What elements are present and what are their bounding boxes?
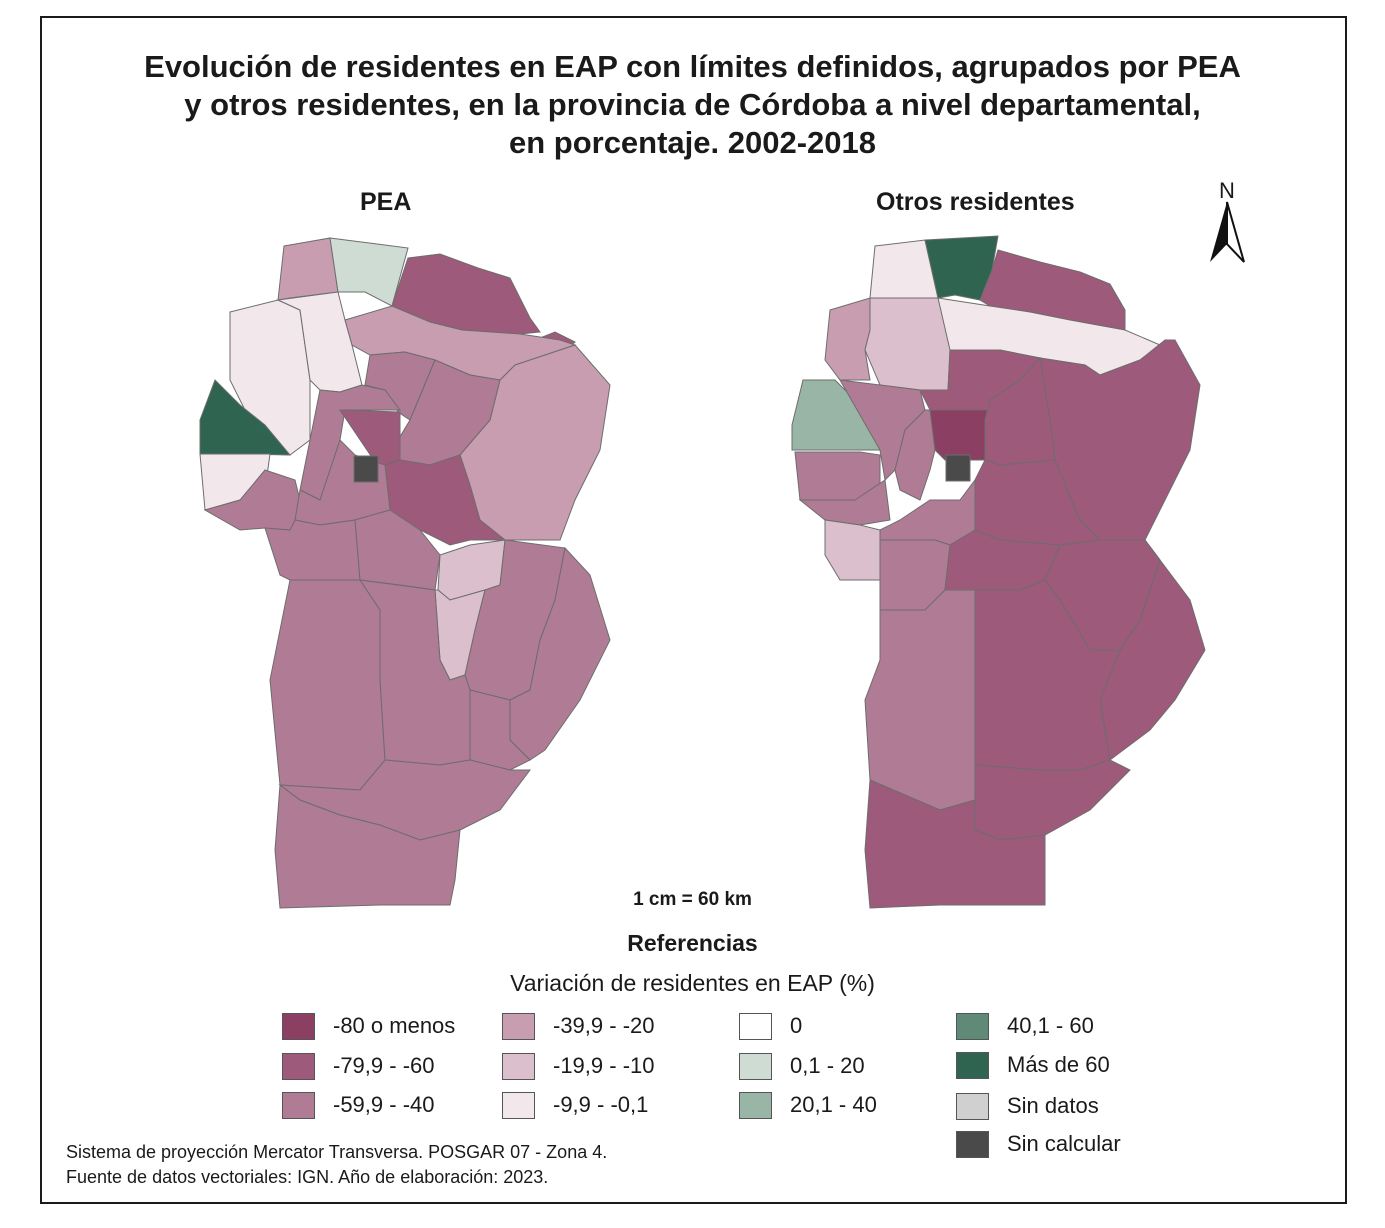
department-area (824, 519, 881, 581)
legend-label: -39,9 - -20 (553, 1013, 655, 1038)
legend-item: -80 o menos (282, 1011, 455, 1041)
map-frame (40, 16, 1347, 1204)
legend-swatch (956, 1130, 989, 1158)
legend-label: -79,9 - -60 (333, 1053, 435, 1078)
legend-item: -59,9 - -40 (282, 1090, 435, 1120)
department-area (864, 779, 1046, 909)
legend-swatch (282, 1052, 315, 1080)
legend-swatch (282, 1012, 315, 1040)
legend-swatch (739, 1091, 772, 1119)
legend-swatch (739, 1052, 772, 1080)
department-area (277, 237, 339, 301)
department-area (879, 478, 976, 546)
legend-swatch (739, 1012, 772, 1040)
legend-label: 0,1 - 20 (790, 1053, 865, 1078)
north-label: N (1219, 178, 1235, 203)
map-title: Evolución de residentes en EAP con límit… (0, 48, 1385, 162)
title-line-1: Evolución de residentes en EAP con límit… (144, 49, 1241, 84)
scale-label: 1 cm = 60 km (633, 889, 752, 910)
legend-label: -9,9 - -0,1 (553, 1092, 649, 1117)
legend-item: Sin calcular (956, 1129, 1121, 1159)
footer-line-1: Sistema de proyección Mercator Transvers… (66, 1142, 608, 1162)
legend-swatch (502, 1052, 535, 1080)
legend-swatch (502, 1012, 535, 1040)
department-area (974, 759, 1131, 841)
department-area (929, 409, 991, 461)
title-line-2: y otros residentes, en la provincia de C… (184, 87, 1201, 122)
legend-item: Sin datos (956, 1091, 1099, 1121)
legend-label: 20,1 - 40 (790, 1092, 877, 1117)
sin-calcular-area (945, 454, 971, 482)
title-line-3: en porcentaje. 2002-2018 (508, 125, 877, 160)
pea-map (199, 237, 611, 909)
legend-item: Más de 60 (956, 1050, 1110, 1080)
legend-label: 40,1 - 60 (1007, 1013, 1094, 1038)
footer-line-2: Fuente de datos vectoriales: IGN. Año de… (66, 1167, 549, 1187)
legend-label: Sin datos (1007, 1093, 1099, 1118)
legend-item: 0,1 - 20 (739, 1051, 865, 1081)
legend-label: -80 o menos (333, 1013, 456, 1038)
legend-label: 0 (790, 1013, 803, 1038)
legend-item: -79,9 - -60 (282, 1051, 435, 1081)
legend-title: Referencias (627, 930, 758, 956)
sin-calcular-area (353, 455, 379, 483)
legend-item: -9,9 - -0,1 (502, 1090, 648, 1120)
otros-map (791, 235, 1206, 909)
legend-swatch (956, 1012, 989, 1040)
department-area (894, 409, 936, 501)
legend-label: -59,9 - -40 (333, 1092, 435, 1117)
legend-swatch (956, 1092, 989, 1120)
department-area (864, 589, 976, 811)
pea-map-label: PEA (360, 188, 412, 216)
legend-item: 20,1 - 40 (739, 1090, 877, 1120)
department-area (274, 784, 461, 909)
legend-item: 40,1 - 60 (956, 1011, 1094, 1041)
legend-label: Sin calcular (1007, 1131, 1121, 1156)
department-area (791, 379, 881, 451)
north-arrow: N (1206, 178, 1248, 268)
legend-label: Más de 60 (1007, 1052, 1110, 1077)
legend-subtitle: Variación de residentes en EAP (%) (510, 970, 875, 996)
legend-swatch (502, 1091, 535, 1119)
legend-label: -19,9 - -10 (553, 1053, 655, 1078)
department-area (364, 351, 436, 421)
department-area (264, 519, 361, 581)
department-area (299, 384, 401, 501)
otros-map-label: Otros residentes (876, 188, 1075, 216)
legend-item: -39,9 - -20 (502, 1011, 655, 1041)
legend-item: -19,9 - -10 (502, 1051, 655, 1081)
north-arrow-icon (1210, 201, 1245, 263)
department-area (269, 579, 386, 791)
legend-swatch (282, 1091, 315, 1119)
footer: Sistema de proyección Mercator Transvers… (66, 1140, 607, 1190)
department-area (329, 237, 409, 307)
legend-swatch (956, 1051, 989, 1079)
legend-item: 0 (739, 1011, 802, 1041)
